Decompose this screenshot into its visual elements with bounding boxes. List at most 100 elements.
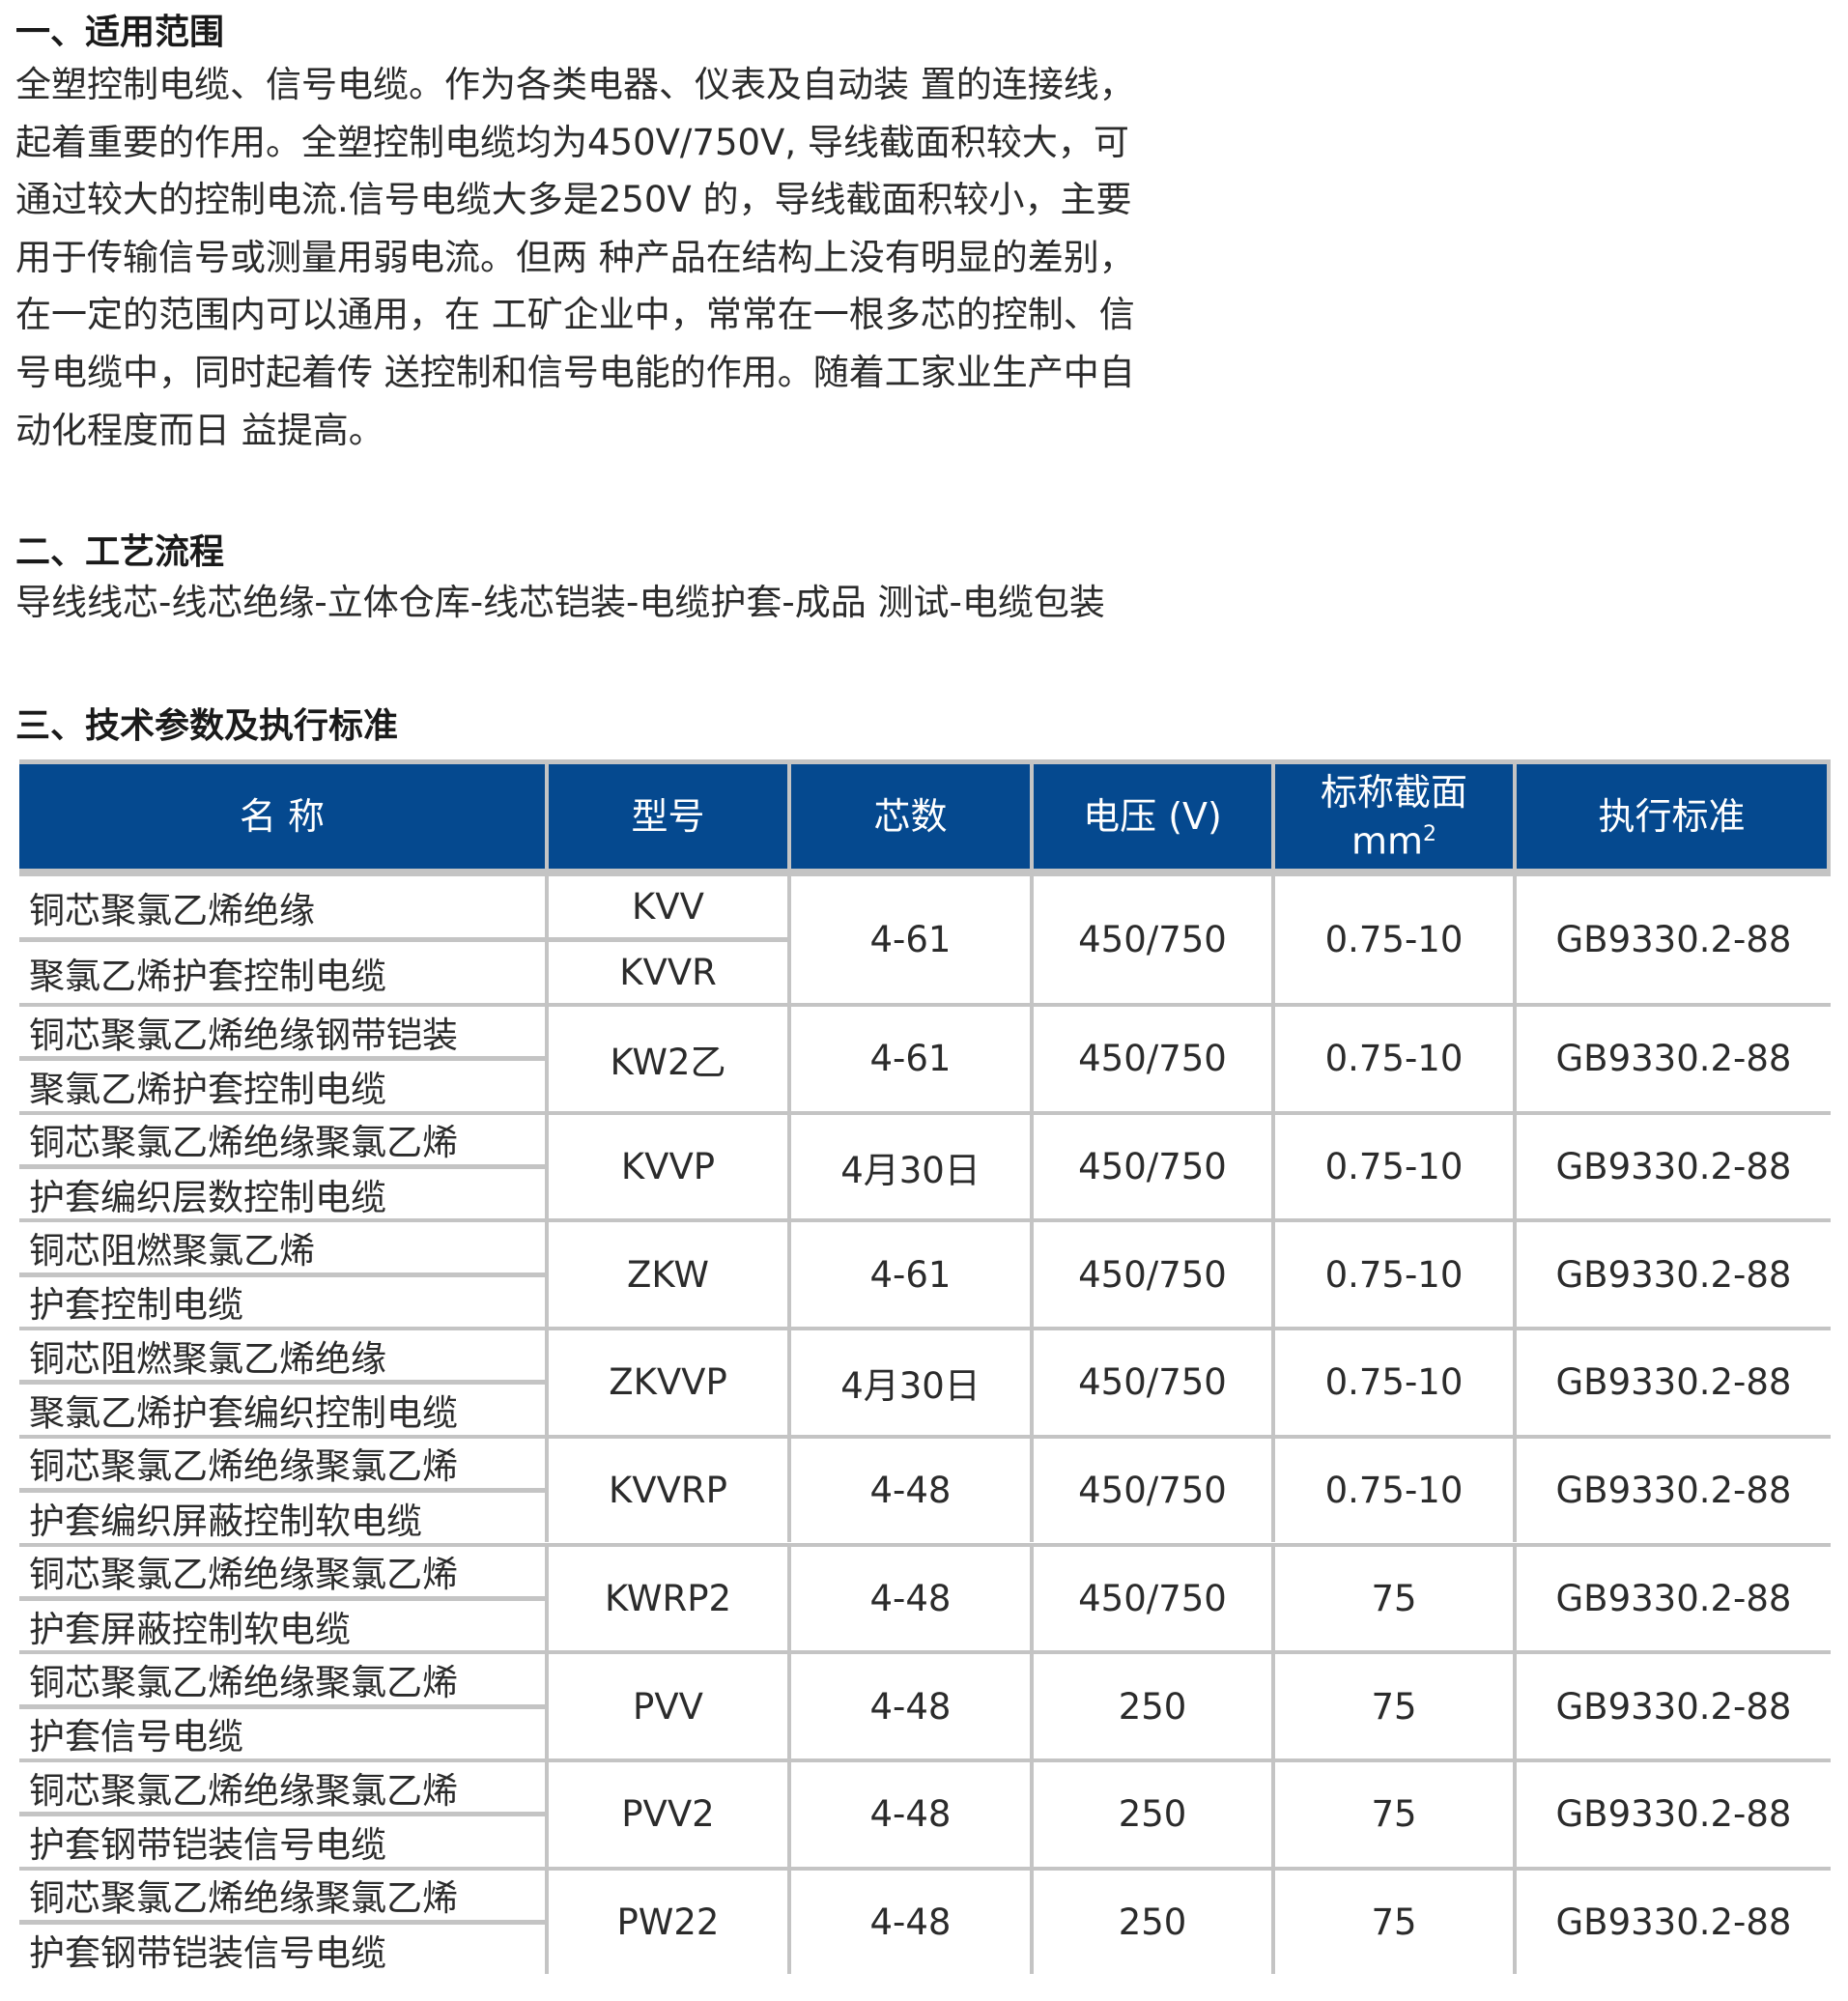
- name-line: 铜芯聚氯乙烯绝缘聚氯乙烯: [19, 1654, 545, 1704]
- cores-cell: 4月30日: [791, 1114, 1030, 1219]
- model-cell: KVVP: [549, 1114, 787, 1219]
- model-cell: PVV2: [549, 1761, 787, 1867]
- scope-paragraph: 全塑控制电缆、信号电缆。作为各类电器、仪表及自动装 置的连接线， 起着重要的作用…: [15, 56, 1233, 459]
- voltage-cell: 250: [1034, 1654, 1271, 1758]
- scope-line: 动化程度而日 益提高。: [15, 409, 384, 451]
- header-section: 标称截面 mm2: [1275, 764, 1513, 869]
- section-cell: 75: [1275, 1761, 1513, 1867]
- header-voltage: 电压 (V): [1034, 764, 1271, 869]
- standard-cell: GB9330.2-88: [1517, 1870, 1831, 1975]
- table-row: 铜芯聚氯乙烯绝缘聚氯乙烯 护套编织层数控制电缆 KVVP 4月30日 450/750 0.…: [19, 1110, 1831, 1219]
- name-line: 聚氯乙烯护套控制电缆: [19, 942, 545, 1003]
- section-cell: 0.75-10: [1275, 876, 1513, 1003]
- name-line: 铜芯聚氯乙烯绝缘聚氯乙烯: [19, 1546, 545, 1596]
- voltage-cell: 450/750: [1034, 1546, 1271, 1651]
- model-cell: KW2乙: [549, 1007, 787, 1111]
- header-model: 型号: [549, 764, 787, 869]
- model-cell: ZKVVP: [549, 1330, 787, 1435]
- name-line: 护套编织层数控制电缆: [19, 1169, 545, 1219]
- header-section-label: 标称截面: [1320, 770, 1467, 814]
- table-header: 名 称 型号 芯数 电压 (V) 标称截面 mm2 执行标准: [19, 759, 1831, 872]
- section-cell: 75: [1275, 1870, 1513, 1975]
- section-cell: 0.75-10: [1275, 1007, 1513, 1111]
- section-cell: 0.75-10: [1275, 1330, 1513, 1435]
- scope-line: 全塑控制电缆、信号电缆。作为各类电器、仪表及自动装 置的连接线，: [15, 64, 1135, 105]
- scope-line: 用于传输信号或测量用弱电流。但两 种产品在结构上没有明显的差别，: [15, 236, 1135, 278]
- cores-cell: 4-61: [791, 1222, 1030, 1328]
- voltage-cell: 450/750: [1034, 1114, 1271, 1219]
- name-line: 护套信号电缆: [19, 1708, 545, 1758]
- name-line: 铜芯阻燃聚氯乙烯: [19, 1222, 545, 1272]
- model-cell: PW22: [549, 1870, 787, 1975]
- unit-superscript: 2: [1423, 821, 1437, 846]
- table-row: 铜芯聚氯乙烯绝缘聚氯乙烯 护套屏蔽控制软电缆 KWRP2 4-48 450/750 75 G…: [19, 1542, 1831, 1651]
- model-cell: ZKW: [549, 1222, 787, 1328]
- scope-line: 在一定的范围内可以通用，在 工矿企业中，常常在一根多芯的控制、信: [15, 294, 1135, 336]
- table-row: 铜芯聚氯乙烯绝缘聚氯乙烯 护套钢带铠装信号电缆 PVV2 4-48 250 75 GB933…: [19, 1758, 1831, 1867]
- name-line: 护套钢带铠装信号电缆: [19, 1924, 545, 1975]
- table-row: 铜芯阻燃聚氯乙烯绝缘 聚氯乙烯护套编织控制电缆 ZKVVP 4月30日 450/750 0…: [19, 1327, 1831, 1435]
- header-cores: 芯数: [791, 764, 1030, 869]
- scope-line: 起着重要的作用。全塑控制电缆均为450V/750V, 导线截面积较大，可: [15, 121, 1129, 163]
- name-line: 铜芯聚氯乙烯绝缘聚氯乙烯: [19, 1114, 545, 1165]
- standard-cell: GB9330.2-88: [1517, 1114, 1831, 1219]
- voltage-cell: 450/750: [1034, 1438, 1271, 1543]
- scope-line: 通过较大的控制电流.信号电缆大多是250V 的，导线截面积较小，主要: [15, 179, 1132, 221]
- name-line: 护套控制电缆: [19, 1276, 545, 1328]
- standard-cell: GB9330.2-88: [1517, 1438, 1831, 1543]
- name-line: 护套编织屏蔽控制软电缆: [19, 1493, 545, 1543]
- cores-cell: 4-61: [791, 1007, 1030, 1111]
- standard-cell: GB9330.2-88: [1517, 1654, 1831, 1758]
- model-cell: KWRP2: [549, 1546, 787, 1651]
- model-cell: KVVR: [549, 942, 787, 1003]
- standard-cell: GB9330.2-88: [1517, 1222, 1831, 1328]
- table-row: 铜芯聚氯乙烯绝缘聚氯乙烯 护套信号电缆 PVV 4-48 250 75 GB9330.2-8…: [19, 1650, 1831, 1758]
- name-line: 护套屏蔽控制软电缆: [19, 1600, 545, 1651]
- model-cell: PVV: [549, 1654, 787, 1758]
- standard-cell: GB9330.2-88: [1517, 1546, 1831, 1651]
- section-cell: 0.75-10: [1275, 1114, 1513, 1219]
- table-row: 铜芯聚氯乙烯绝缘 聚氯乙烯护套控制电缆 KVV KVVR 4-61 450/750 0.75…: [19, 872, 1831, 1003]
- cores-cell: 4-61: [791, 876, 1030, 1003]
- name-line: 聚氯乙烯护套控制电缆: [19, 1061, 545, 1111]
- name-line: 铜芯聚氯乙烯绝缘聚氯乙烯: [19, 1761, 545, 1813]
- standard-cell: GB9330.2-88: [1517, 1761, 1831, 1867]
- voltage-cell: 250: [1034, 1761, 1271, 1867]
- voltage-cell: 250: [1034, 1870, 1271, 1975]
- name-line: 铜芯聚氯乙烯绝缘: [19, 876, 545, 937]
- cores-cell: 4月30日: [791, 1330, 1030, 1435]
- section-cell: 75: [1275, 1654, 1513, 1758]
- voltage-cell: 450/750: [1034, 1007, 1271, 1111]
- section-cell: 75: [1275, 1546, 1513, 1651]
- header-standard: 执行标准: [1517, 764, 1827, 869]
- section-cell: 0.75-10: [1275, 1438, 1513, 1543]
- table-row: 铜芯聚氯乙烯绝缘钢带铠装 聚氯乙烯护套控制电缆 KW2乙 4-61 450/750 0.7…: [19, 1003, 1831, 1111]
- voltage-cell: 450/750: [1034, 1330, 1271, 1435]
- section-title-scope: 一、适用范围: [15, 13, 225, 52]
- header-section-unit: mm2: [1350, 814, 1437, 863]
- model-cell: KVVRP: [549, 1438, 787, 1543]
- cores-cell: 4-48: [791, 1870, 1030, 1975]
- cores-cell: 4-48: [791, 1761, 1030, 1867]
- standard-cell: GB9330.2-88: [1517, 1330, 1831, 1435]
- name-line: 铜芯聚氯乙烯绝缘聚氯乙烯: [19, 1438, 545, 1489]
- cores-cell: 4-48: [791, 1546, 1030, 1651]
- table-row: 铜芯阻燃聚氯乙烯 护套控制电缆 ZKW 4-61 450/750 0.75-10 GB933…: [19, 1218, 1831, 1328]
- cores-cell: 4-48: [791, 1654, 1030, 1758]
- section-cell: 0.75-10: [1275, 1222, 1513, 1328]
- name-line: 铜芯阻燃聚氯乙烯绝缘: [19, 1330, 545, 1381]
- process-text: 导线线芯-线芯绝缘-立体仓库-线芯铠装-电缆护套-成品 测试-电缆包装: [15, 582, 1105, 623]
- standard-cell: GB9330.2-88: [1517, 876, 1831, 1003]
- header-name: 名 称: [19, 764, 545, 869]
- voltage-cell: 450/750: [1034, 876, 1271, 1003]
- name-line: 铜芯聚氯乙烯绝缘钢带铠装: [19, 1007, 545, 1057]
- name-line: 护套钢带铠装信号电缆: [19, 1816, 545, 1867]
- name-line: 聚氯乙烯护套编织控制电缆: [19, 1385, 545, 1435]
- table-row: 铜芯聚氯乙烯绝缘聚氯乙烯 护套钢带铠装信号电缆 PW22 4-48 250 75 GB933…: [19, 1866, 1831, 1975]
- section-title-process: 二、工艺流程: [15, 532, 225, 572]
- unit-text: mm: [1350, 819, 1424, 863]
- scope-line: 号电缆中，同时起着传 送控制和信号电能的作用。随着工家业生产中自: [15, 351, 1135, 393]
- standard-cell: GB9330.2-88: [1517, 1007, 1831, 1111]
- table-row: 铜芯聚氯乙烯绝缘聚氯乙烯 护套编织屏蔽控制软电缆 KVVRP 4-48 450/750 0…: [19, 1434, 1831, 1543]
- name-line: 铜芯聚氯乙烯绝缘聚氯乙烯: [19, 1870, 545, 1920]
